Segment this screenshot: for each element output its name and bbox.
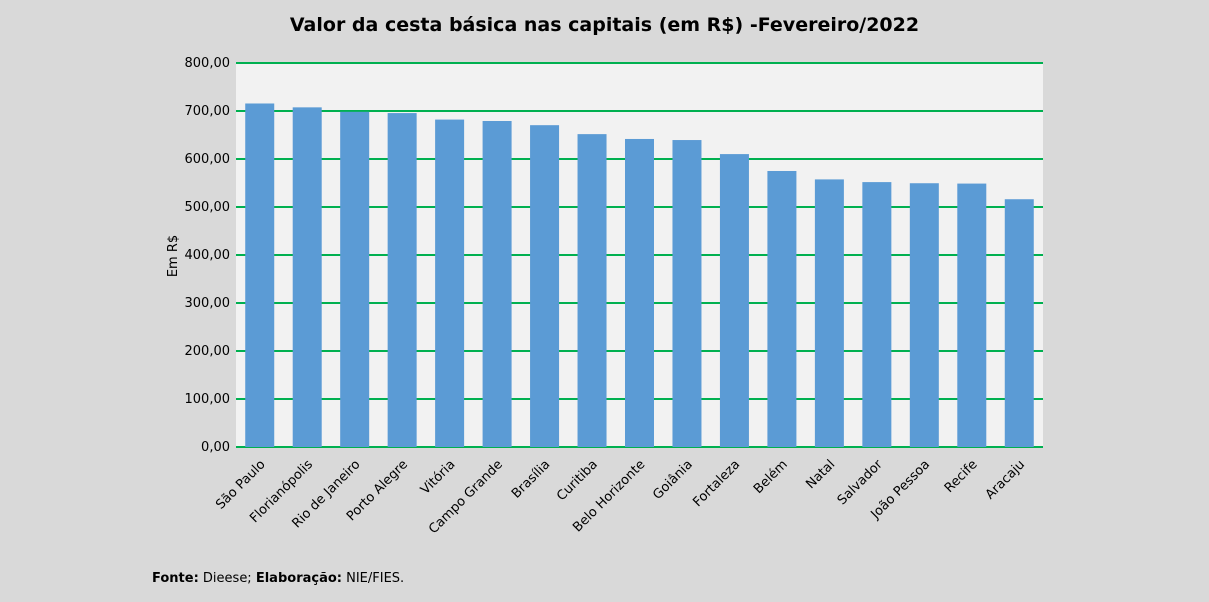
bar <box>767 170 797 447</box>
bar <box>482 120 512 447</box>
bar <box>862 182 892 447</box>
y-tick-label: 200,00 <box>185 344 231 359</box>
x-tick-label: Curitiba <box>554 457 601 504</box>
y-tick-labels: 0,00 100,00 200,00 300,00 400,00 500,00 600,00… <box>185 56 231 455</box>
bar <box>672 140 702 447</box>
x-tick-label: Aracaju <box>983 457 1028 502</box>
y-tick-label: 100,00 <box>185 392 231 407</box>
bar <box>245 103 275 447</box>
x-tick-label: Vitória <box>418 457 458 497</box>
bar <box>435 119 465 447</box>
x-tick-label: Natal <box>803 457 838 492</box>
y-tick-label: 800,00 <box>185 56 231 71</box>
x-tick-label: Brasília <box>509 457 553 501</box>
y-tick-label: 600,00 <box>185 152 231 167</box>
bar <box>1004 199 1034 447</box>
bar <box>530 125 560 448</box>
bar <box>909 183 939 447</box>
credit-value: NIE/FIES. <box>346 571 405 586</box>
bar <box>957 183 987 447</box>
x-tick-label: Recife <box>942 457 981 496</box>
bar <box>625 138 654 447</box>
bar <box>292 107 322 447</box>
footer-source: Fonte: Dieese; Elaboração: NIE/FIES. <box>152 571 404 586</box>
bar <box>814 179 844 447</box>
bar <box>577 134 607 447</box>
bar <box>387 113 417 447</box>
y-axis-label: Em R$ <box>166 235 181 277</box>
bar <box>719 154 749 447</box>
y-tick-label: 500,00 <box>185 200 231 215</box>
bar <box>340 111 370 448</box>
y-tick-label: 700,00 <box>185 104 231 119</box>
credit-label: Elaboração: <box>255 571 342 586</box>
y-tick-label: 0,00 <box>201 440 230 455</box>
y-tick-label: 400,00 <box>185 248 231 263</box>
bars <box>245 103 1034 448</box>
x-tick-label: Goiânia <box>650 457 696 503</box>
chart-title: Valor da cesta básica nas capitais (em R… <box>289 14 920 36</box>
source-label: Fonte: <box>152 571 199 586</box>
x-tick-label: Belém <box>751 457 791 497</box>
y-tick-label: 300,00 <box>185 296 231 311</box>
x-tick-label: Fortaleza <box>690 457 743 510</box>
source-value: Dieese; <box>202 571 252 586</box>
